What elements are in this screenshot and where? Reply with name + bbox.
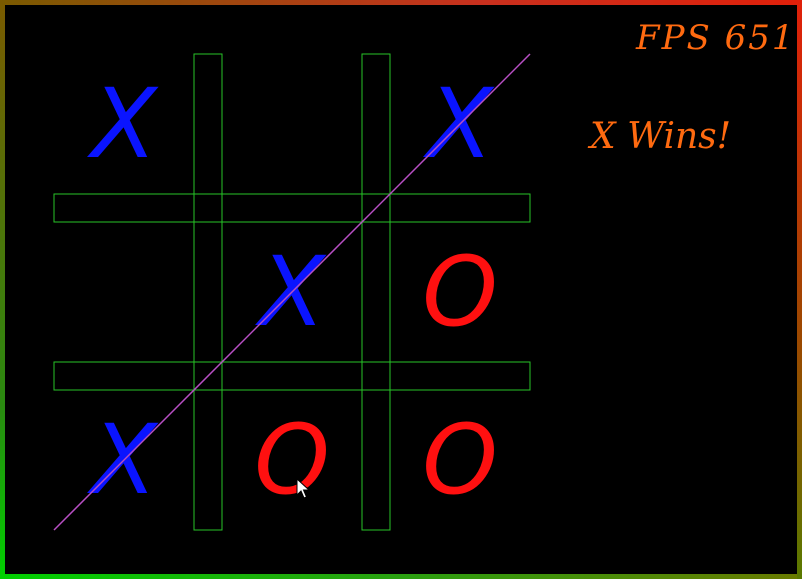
window-border-left <box>0 0 5 579</box>
board-cell-2-1[interactable]: O <box>222 390 362 530</box>
cell-mark: X <box>427 68 493 180</box>
board-cell-2-2[interactable]: O <box>390 390 530 530</box>
board-cell-1-0[interactable] <box>54 222 194 362</box>
board-cell-0-0[interactable]: X <box>54 54 194 194</box>
window-border-right <box>797 0 802 579</box>
cell-mark: X <box>259 236 325 348</box>
window-border-bottom <box>0 574 802 579</box>
arrow-cursor-icon <box>296 478 310 499</box>
board-cell-1-1[interactable]: X <box>222 222 362 362</box>
window-border-top <box>0 0 802 5</box>
board-cell-1-2[interactable]: O <box>390 222 530 362</box>
cell-mark: X <box>91 404 157 516</box>
board-cell-2-0[interactable]: X <box>54 390 194 530</box>
cell-mark: O <box>422 404 498 516</box>
cell-mark: X <box>91 68 157 180</box>
game-status-text: X Wins! <box>590 116 732 157</box>
cell-mark: O <box>422 236 498 348</box>
board-cell-0-1[interactable] <box>222 54 362 194</box>
board-cell-0-2[interactable]: X <box>390 54 530 194</box>
fps-counter: FPS 651 <box>636 18 796 58</box>
cell-mark: O <box>254 404 330 516</box>
